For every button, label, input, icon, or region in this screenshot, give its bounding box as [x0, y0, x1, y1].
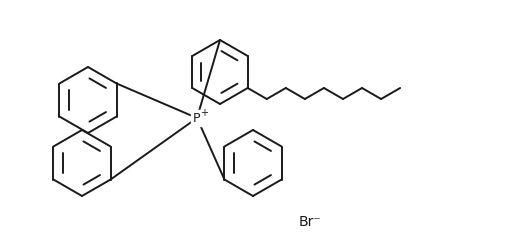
- Text: Br⁻: Br⁻: [299, 215, 321, 229]
- Text: P: P: [193, 112, 201, 124]
- Text: +: +: [200, 108, 208, 118]
